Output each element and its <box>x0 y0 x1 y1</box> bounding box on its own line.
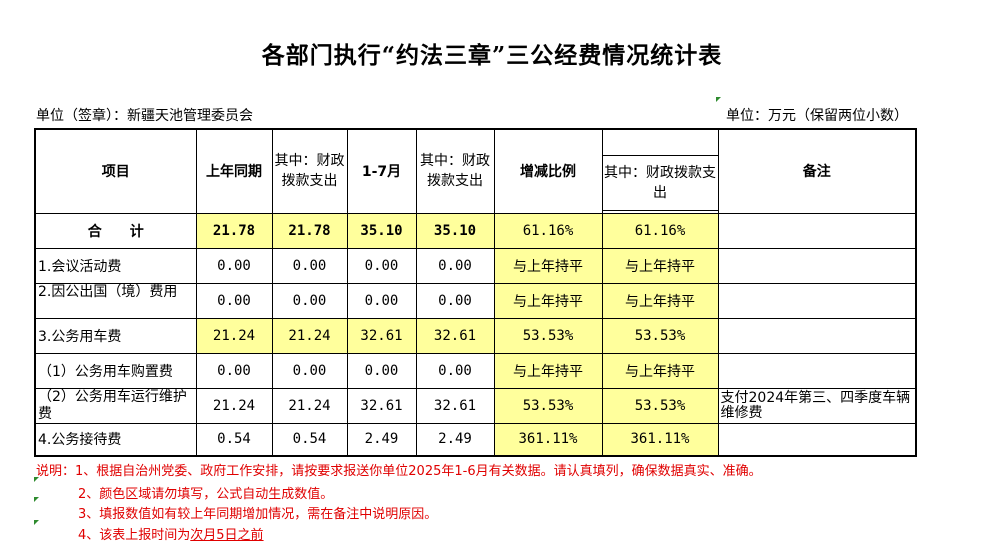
cell-change-fiscal: 361.11% <box>601 422 719 457</box>
cell-item: 4.公务接待费 <box>34 422 197 457</box>
table-header-row: 项目 上年同期 其中：财政拨款支出 1-7月 其中：财政拨款支出 增减比例 其中… <box>34 128 917 214</box>
cell-jan-jul-fiscal: 35.10 <box>415 212 495 249</box>
header-change-fiscal-label: 其中：财政拨款支出 <box>604 165 716 202</box>
cell-last-year-fiscal[interactable]: 21.24 <box>271 387 348 424</box>
cell-jan-jul-fiscal[interactable]: 32.61 <box>415 387 495 424</box>
cell-corner-marker <box>34 477 39 482</box>
header-last-year: 上年同期 <box>195 128 273 214</box>
cell-item: 2.因公出国（境）费用 <box>34 282 197 319</box>
cell-remark[interactable] <box>717 247 917 284</box>
table-row: 3.公务用车费 21.24 21.24 32.61 32.61 53.53% 5… <box>34 317 917 354</box>
cell-item: 3.公务用车费 <box>34 317 197 354</box>
table-row: （1）公务用车购置费 0.00 0.00 0.00 0.00 与上年持平 与上年… <box>34 352 917 389</box>
table-row: 1.会议活动费 0.00 0.00 0.00 0.00 与上年持平 与上年持平 <box>34 247 917 284</box>
cell-change-fiscal: 53.53% <box>601 317 719 354</box>
cell-change: 53.53% <box>493 317 603 354</box>
cell-last-year-fiscal: 21.24 <box>271 317 348 354</box>
cell-jan-jul-fiscal[interactable]: 0.00 <box>415 352 495 389</box>
cell-jan-jul[interactable]: 0.00 <box>346 352 417 389</box>
cell-last-year[interactable]: 0.00 <box>195 282 273 319</box>
cell-change: 与上年持平 <box>493 352 603 389</box>
cell-change-fiscal: 61.16% <box>601 212 719 249</box>
cell-last-year-fiscal[interactable]: 0.00 <box>271 352 348 389</box>
cell-remark[interactable] <box>717 212 917 249</box>
unit-label: 单位（签章）：新疆天池管理委员会 <box>36 108 253 124</box>
cell-item: 合 计 <box>34 212 197 249</box>
cell-jan-jul-fiscal[interactable]: 2.49 <box>415 422 495 457</box>
cell-change-fiscal: 与上年持平 <box>601 247 719 284</box>
cell-jan-jul[interactable]: 0.00 <box>346 282 417 319</box>
cell-jan-jul-fiscal: 32.61 <box>415 317 495 354</box>
cell-corner-marker <box>34 497 39 502</box>
cell-item: （1）公务用车购置费 <box>34 352 197 389</box>
header-last-year-fiscal: 其中：财政拨款支出 <box>271 128 348 214</box>
cell-last-year-fiscal[interactable]: 0.54 <box>271 422 348 457</box>
cell-jan-jul[interactable]: 2.49 <box>346 422 417 457</box>
cell-remark[interactable] <box>717 282 917 319</box>
cell-jan-jul-fiscal[interactable]: 0.00 <box>415 247 495 284</box>
cell-change-fiscal: 与上年持平 <box>601 352 719 389</box>
cell-item-text: （2）公务用车运行维护费 <box>38 389 187 422</box>
cell-last-year[interactable]: 0.00 <box>195 247 273 284</box>
cell-change: 61.16% <box>493 212 603 249</box>
table-row: （2）公务用车运行维护费 21.24 21.24 32.61 32.61 53.… <box>34 387 917 424</box>
cell-change-fiscal: 与上年持平 <box>601 282 719 319</box>
cell-change: 53.53% <box>493 387 603 424</box>
cell-change: 与上年持平 <box>493 282 603 319</box>
cell-jan-jul[interactable]: 0.00 <box>346 247 417 284</box>
cell-jan-jul-fiscal[interactable]: 0.00 <box>415 282 495 319</box>
cell-item: 1.会议活动费 <box>34 247 197 284</box>
cell-last-year: 21.24 <box>195 317 273 354</box>
cell-item: （2）公务用车运行维护费 <box>34 387 197 424</box>
cell-corner-marker <box>716 97 721 102</box>
cell-remark[interactable]: 支付2024年第三、四季度车辆维修费 <box>717 387 917 424</box>
header-item: 项目 <box>34 128 197 214</box>
cell-remark[interactable] <box>717 422 917 457</box>
header-jan-jul-fiscal: 其中：财政拨款支出 <box>415 128 495 214</box>
table-row-total: 合 计 21.78 21.78 35.10 35.10 61.16% 61.16… <box>34 212 917 249</box>
cell-last-year: 21.78 <box>195 212 273 249</box>
cell-corner-marker <box>34 520 39 525</box>
cell-remark[interactable] <box>717 352 917 389</box>
cell-last-year[interactable]: 0.54 <box>195 422 273 457</box>
cell-last-year-fiscal: 21.78 <box>271 212 348 249</box>
currency-unit-label: 单位：万元（保留两位小数） <box>726 108 908 124</box>
cell-jan-jul[interactable]: 32.61 <box>346 387 417 424</box>
cell-remark[interactable] <box>717 317 917 354</box>
cell-last-year-fiscal[interactable]: 0.00 <box>271 282 348 319</box>
table-row: 2.因公出国（境）费用 0.00 0.00 0.00 0.00 与上年持平 与上… <box>34 282 917 319</box>
note-line-1: 说明：1、根据自治州党委、政府工作安排，请按要求报送你单位2025年1-6月有关… <box>36 464 762 479</box>
table-row: 4.公务接待费 0.54 0.54 2.49 2.49 361.11% 361.… <box>34 422 917 457</box>
note-line-3: 3、填报数值如有较上年同期增加情况，需在备注中说明原因。 <box>78 507 438 522</box>
cell-jan-jul: 32.61 <box>346 317 417 354</box>
header-jan-jul: 1-7月 <box>346 128 417 214</box>
cell-last-year-fiscal[interactable]: 0.00 <box>271 247 348 284</box>
header-remark: 备注 <box>717 128 917 214</box>
cell-jan-jul: 35.10 <box>346 212 417 249</box>
cell-last-year[interactable]: 0.00 <box>195 352 273 389</box>
note-line-4-text: 4、该表上报时间为 <box>78 528 191 543</box>
cell-last-year[interactable]: 21.24 <box>195 387 273 424</box>
deadline-text: 次月5日之前 <box>190 528 264 543</box>
cell-change-fiscal: 53.53% <box>601 387 719 424</box>
note-line-4: 4、该表上报时间为次月5日之前 <box>78 524 264 543</box>
report-title: 各部门执行“约法三章”三公经费情况统计表 <box>261 42 723 69</box>
header-change-ratio: 增减比例 <box>493 128 603 214</box>
cell-change: 361.11% <box>493 422 603 457</box>
header-change-fiscal: 其中：财政拨款支出 <box>601 128 719 214</box>
cell-change: 与上年持平 <box>493 247 603 284</box>
expense-table: 项目 上年同期 其中：财政拨款支出 1-7月 其中：财政拨款支出 增减比例 其中… <box>34 128 917 457</box>
cell-item-text: 2.因公出国（境）费用 <box>38 284 178 300</box>
note-line-2: 2、颜色区域请勿填写，公式自动生成数值。 <box>78 487 334 502</box>
